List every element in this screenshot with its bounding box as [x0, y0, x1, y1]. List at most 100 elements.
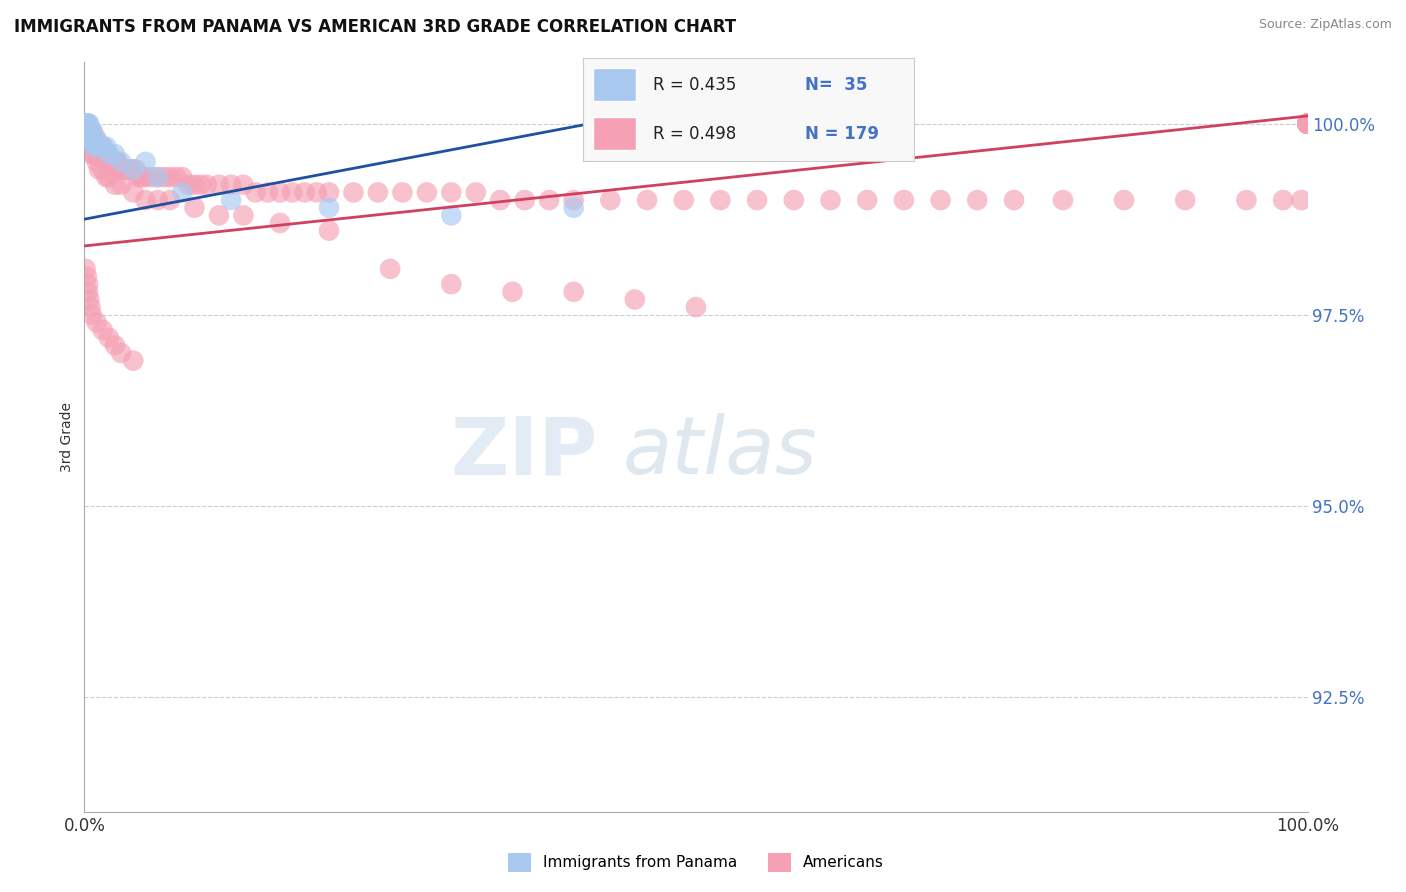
Point — [783, 193, 806, 207]
Point — [685, 300, 707, 314]
Point — [1296, 117, 1319, 131]
Point — [966, 193, 988, 207]
Point — [80, 132, 103, 146]
Point — [77, 132, 100, 146]
Point — [318, 186, 340, 200]
Point — [110, 154, 132, 169]
Text: R = 0.435: R = 0.435 — [652, 76, 737, 94]
Point — [135, 170, 157, 185]
Point — [101, 154, 124, 169]
Point — [87, 139, 110, 153]
Point — [96, 139, 118, 153]
Point — [80, 132, 103, 146]
Point — [820, 193, 842, 207]
Text: N = 179: N = 179 — [804, 125, 879, 143]
Point — [76, 132, 98, 146]
Point — [367, 186, 389, 200]
Point — [208, 178, 231, 192]
Point — [1236, 193, 1258, 207]
Point — [75, 261, 97, 276]
Point — [165, 170, 187, 185]
Point — [86, 315, 108, 329]
Point — [132, 170, 155, 185]
Point — [1296, 117, 1319, 131]
Point — [190, 178, 212, 192]
Point — [1296, 117, 1319, 131]
Point — [90, 147, 112, 161]
Point — [1174, 193, 1197, 207]
Point — [103, 154, 125, 169]
Point — [77, 124, 100, 138]
Point — [294, 186, 316, 200]
Point — [76, 117, 98, 131]
Point — [1296, 117, 1319, 131]
Point — [97, 170, 120, 185]
Point — [1002, 193, 1025, 207]
Point — [87, 147, 110, 161]
Point — [80, 308, 103, 322]
Point — [1296, 117, 1319, 131]
Y-axis label: 3rd Grade: 3rd Grade — [60, 402, 75, 472]
Point — [105, 154, 128, 169]
Point — [77, 124, 100, 138]
Point — [91, 147, 114, 161]
Point — [91, 323, 114, 337]
Text: Source: ZipAtlas.com: Source: ZipAtlas.com — [1258, 18, 1392, 31]
Point — [1296, 117, 1319, 131]
Point — [97, 147, 120, 161]
Point — [94, 147, 117, 161]
Point — [1296, 117, 1319, 131]
Legend: Immigrants from Panama, Americans: Immigrants from Panama, Americans — [508, 853, 884, 871]
Point — [97, 154, 120, 169]
Point — [87, 162, 110, 177]
Point — [159, 193, 181, 207]
Point — [391, 186, 413, 200]
Point — [172, 186, 194, 200]
Point — [219, 193, 242, 207]
Point — [91, 162, 114, 177]
Point — [1296, 117, 1319, 131]
Point — [76, 124, 98, 138]
Point — [245, 186, 267, 200]
Point — [77, 293, 100, 307]
Point — [127, 170, 149, 185]
Point — [440, 208, 463, 222]
Point — [195, 178, 218, 192]
Point — [84, 132, 107, 146]
Point — [76, 139, 98, 153]
Point — [77, 277, 100, 292]
Point — [177, 178, 200, 192]
Point — [104, 178, 127, 192]
Point — [1296, 117, 1319, 131]
Point — [97, 331, 120, 345]
Point — [122, 162, 145, 177]
Point — [318, 201, 340, 215]
Point — [108, 162, 131, 177]
Point — [135, 193, 157, 207]
Point — [562, 201, 585, 215]
Point — [1296, 117, 1319, 131]
Point — [281, 186, 304, 200]
Point — [80, 139, 103, 153]
Point — [110, 346, 132, 360]
Point — [83, 147, 105, 161]
Point — [709, 193, 731, 207]
Point — [232, 208, 254, 222]
Point — [77, 124, 100, 138]
Point — [96, 147, 118, 161]
Point — [1296, 117, 1319, 131]
Point — [79, 132, 101, 146]
Point — [76, 124, 98, 138]
Point — [79, 300, 101, 314]
Point — [76, 117, 98, 131]
Point — [146, 170, 169, 185]
Text: N=  35: N= 35 — [804, 76, 868, 94]
Point — [1296, 117, 1319, 131]
Point — [77, 117, 100, 131]
Point — [232, 178, 254, 192]
Point — [91, 139, 114, 153]
Point — [86, 132, 108, 146]
Point — [1296, 117, 1319, 131]
Point — [1296, 117, 1319, 131]
Point — [77, 117, 100, 131]
